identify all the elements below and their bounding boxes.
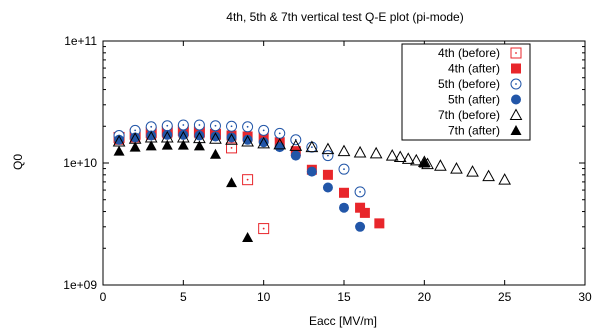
y-tick-label: 1e+11 <box>64 34 97 48</box>
data-point <box>307 167 317 177</box>
data-point <box>323 182 333 192</box>
data-point <box>355 222 365 232</box>
data-point <box>242 232 253 242</box>
data-point <box>323 170 333 180</box>
data-point <box>451 163 462 173</box>
x-tick-label: 15 <box>337 290 351 304</box>
data-point <box>243 175 253 185</box>
legend-marker <box>511 79 521 89</box>
data-point <box>194 120 204 130</box>
x-tick-label: 20 <box>418 290 432 304</box>
legend-label: 5th (after) <box>448 93 500 107</box>
x-tick-label: 10 <box>257 290 271 304</box>
data-point <box>355 187 365 197</box>
data-point <box>210 121 220 131</box>
data-point <box>467 166 478 176</box>
data-point <box>435 160 446 170</box>
data-point <box>355 147 366 157</box>
data-point <box>339 164 349 174</box>
data-point <box>178 120 188 130</box>
legend-marker <box>511 48 521 58</box>
data-point <box>339 146 350 156</box>
data-point <box>483 171 494 181</box>
x-tick-label: 30 <box>578 290 592 304</box>
y-axis-label: Q0 <box>11 154 25 170</box>
data-point <box>339 188 349 198</box>
data-point <box>146 122 156 132</box>
x-tick-label: 0 <box>100 290 107 304</box>
y-tick-label: 1e+10 <box>63 156 97 170</box>
legend-marker <box>511 64 521 74</box>
data-point <box>374 218 384 228</box>
legend-label: 4th (before) <box>438 46 500 60</box>
data-point <box>371 148 382 158</box>
data-point <box>226 177 237 187</box>
data-point <box>275 128 285 138</box>
data-point <box>339 203 349 213</box>
data-point <box>210 149 221 159</box>
data-point <box>275 142 285 152</box>
data-point <box>499 174 510 184</box>
data-point <box>291 151 301 161</box>
legend: 4th (before) 4th (after)5th (before) 5th (… <box>402 44 530 140</box>
data-point <box>114 146 125 156</box>
x-axis-label: Eacc [MV/m] <box>309 314 377 328</box>
data-point <box>162 121 172 131</box>
x-tick-label: 25 <box>498 290 512 304</box>
data-point <box>227 121 237 131</box>
data-point <box>178 140 189 150</box>
data-point <box>323 151 333 161</box>
data-point <box>259 125 269 135</box>
data-point <box>194 140 205 150</box>
y-tick-label: 1e+09 <box>63 278 97 292</box>
legend-label: 7th (after) <box>448 124 500 138</box>
data-point <box>360 208 370 218</box>
legend-label: 5th (before) <box>438 77 500 91</box>
x-tick-label: 5 <box>180 290 187 304</box>
chart-title: 4th, 5th & 7th vertical test Q-E plot (p… <box>226 10 463 24</box>
legend-label: 7th (before) <box>438 108 500 122</box>
legend-label: 4th (after) <box>448 62 500 76</box>
data-point <box>243 122 253 132</box>
legend-marker <box>511 95 521 105</box>
data-point <box>259 224 269 234</box>
data-point <box>162 140 173 150</box>
